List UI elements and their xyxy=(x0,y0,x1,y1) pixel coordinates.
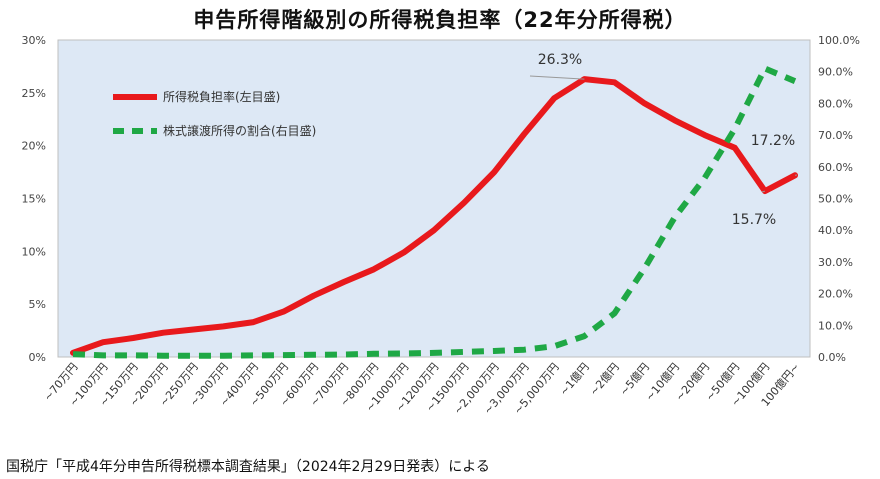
source-note: 国税庁「平成4年分申告所得税標本調査結果」（2024年2月29日発表）による xyxy=(6,459,490,475)
y-left-tick-label: 20% xyxy=(22,140,46,153)
legend-label: 所得税負担率(左目盛) xyxy=(163,89,280,104)
annotation-label: 26.3% xyxy=(538,52,582,68)
y-right-tick-label: 60.0% xyxy=(818,161,853,174)
annotation-label: 15.7% xyxy=(732,212,776,228)
y-right-tick-label: 70.0% xyxy=(818,129,853,142)
series-line-stock-share xyxy=(72,65,797,359)
y-right-tick-label: 30.0% xyxy=(818,256,853,269)
y-right-tick-label: 40.0% xyxy=(818,224,853,237)
annotation-leader xyxy=(529,75,585,80)
y-left-tick-label: 30% xyxy=(22,34,46,47)
y-right-tick-label: 10.0% xyxy=(818,319,853,332)
y-left-tick-label: 5% xyxy=(29,298,46,311)
y-left-tick-label: 25% xyxy=(22,87,46,100)
y-right-tick-label: 20.0% xyxy=(818,288,853,301)
series-line-tax-burden xyxy=(70,76,798,356)
y-right-tick-label: 50.0% xyxy=(818,193,853,206)
annotation-label: 17.2% xyxy=(751,133,795,149)
y-left-tick-label: 0% xyxy=(29,351,46,364)
plot-area xyxy=(57,39,811,358)
y-right-tick-label: 80.0% xyxy=(818,97,853,110)
chart-title: 申告所得階級別の所得税負担率（22年分所得税） xyxy=(193,8,687,32)
x-tick-label: ~2億円 xyxy=(587,361,622,399)
y-left-tick-label: 15% xyxy=(22,193,46,206)
y-left-tick-label: 10% xyxy=(22,245,46,258)
x-tick-label: ~1億円 xyxy=(557,361,592,399)
annotation-leader xyxy=(761,190,766,193)
y-right-tick-label: 90.0% xyxy=(818,66,853,79)
y-right-tick-label: 100.0% xyxy=(818,34,860,47)
legend-label: 株式譲渡所得の割合(右目盛) xyxy=(163,123,316,138)
y-right-tick-label: 0.0% xyxy=(818,351,846,364)
